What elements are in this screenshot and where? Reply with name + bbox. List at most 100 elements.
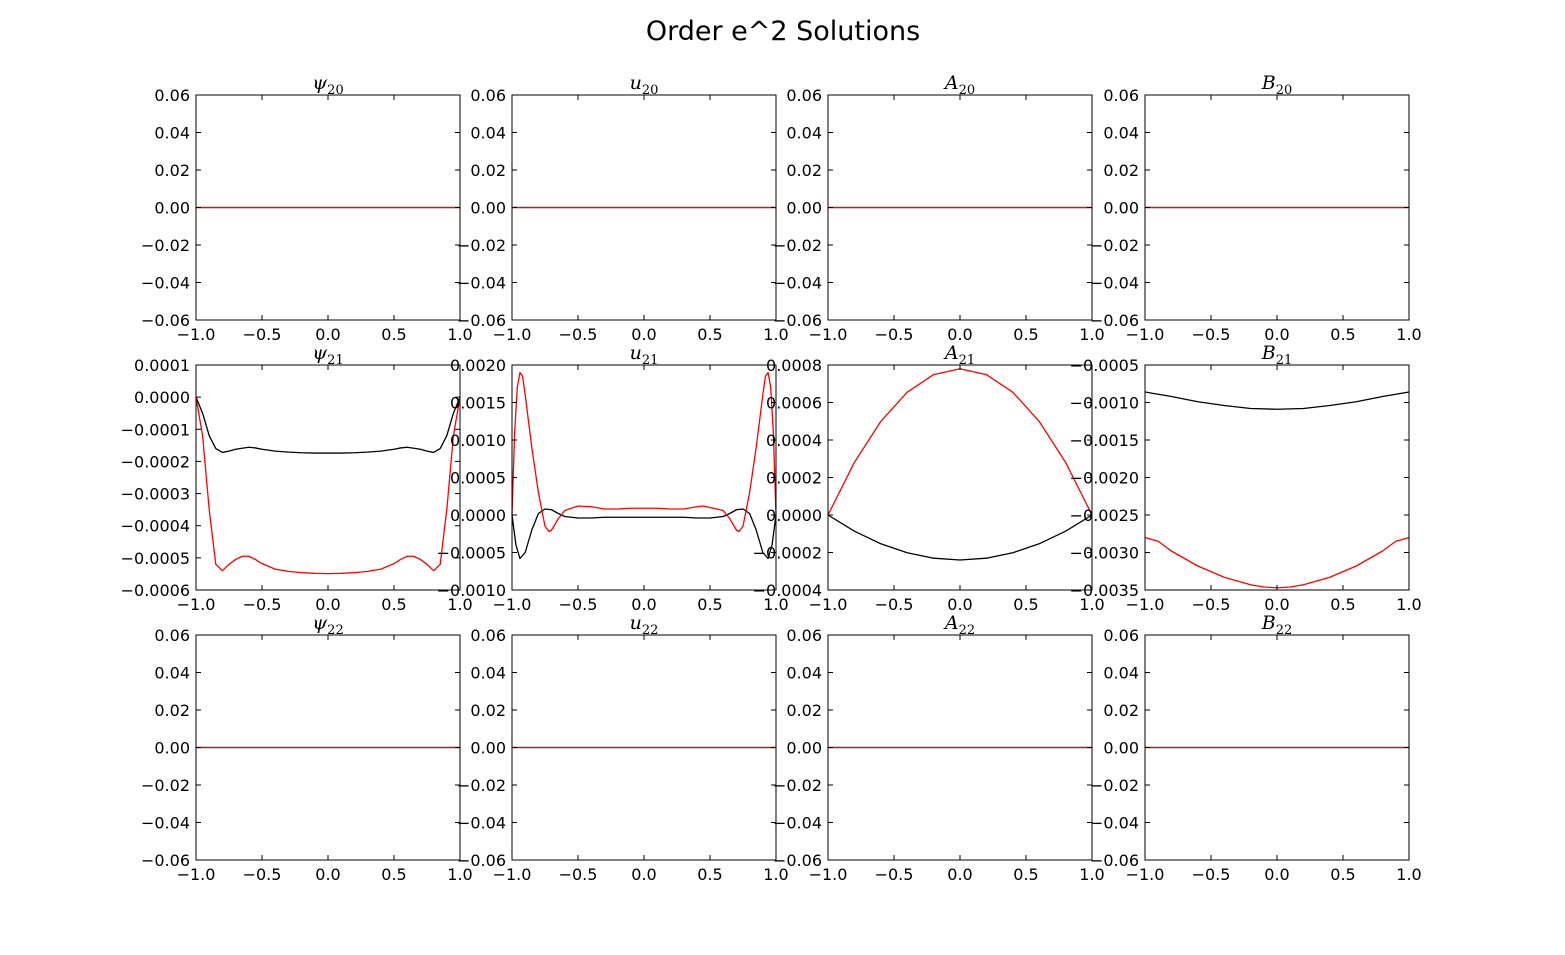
y-tick-label: −0.06 bbox=[773, 851, 822, 870]
panel-title-symbol: u bbox=[630, 342, 642, 364]
panel-title-u22: u22 bbox=[630, 612, 659, 638]
y-tick-label: −0.0020 bbox=[1070, 469, 1139, 488]
panel-title-symbol: A bbox=[943, 342, 959, 364]
y-tick-label: −0.02 bbox=[773, 236, 822, 255]
panel-title-symbol: u bbox=[630, 72, 642, 94]
y-tick-label: 0.00 bbox=[786, 199, 822, 218]
y-tick-label: −0.06 bbox=[1090, 851, 1139, 870]
x-tick-label: 1.0 bbox=[1396, 595, 1421, 614]
x-tick-label: 1.0 bbox=[1396, 865, 1421, 884]
y-tick-label: 0.04 bbox=[470, 664, 506, 683]
x-tick-label: 0.0 bbox=[1264, 325, 1289, 344]
x-tick-label: −0.5 bbox=[559, 325, 598, 344]
series-line-black-b21 bbox=[1144, 391, 1410, 410]
x-tick-label: −1.0 bbox=[493, 595, 532, 614]
panel-title-symbol: ψ bbox=[312, 612, 328, 634]
y-tick-label: 0.0006 bbox=[766, 394, 822, 413]
panel-psi20: −1.0 −0.5 0.0 0.5 1.0 −0.06 −0.04 −0.02 0.00 0.02… bbox=[141, 72, 473, 344]
y-tick-label: 0.06 bbox=[786, 626, 822, 645]
x-tick-label: −1.0 bbox=[493, 865, 532, 884]
y-tick-label: 0.04 bbox=[1103, 124, 1139, 143]
y-tick-label: −0.0002 bbox=[121, 452, 190, 471]
series-line-red-a21 bbox=[827, 368, 1093, 516]
y-tick-label: 0.02 bbox=[786, 701, 822, 720]
x-tick-label: 0.0 bbox=[315, 865, 340, 884]
y-tick-label: 0.02 bbox=[1103, 161, 1139, 180]
x-tick-label: 0.5 bbox=[1013, 325, 1038, 344]
x-tick-label: 0.0 bbox=[315, 595, 340, 614]
y-tick-label: 0.0000 bbox=[134, 388, 190, 407]
x-tick-label: −1.0 bbox=[1126, 865, 1165, 884]
x-tick-label: 0.5 bbox=[381, 595, 406, 614]
x-tick-label: −0.5 bbox=[875, 865, 914, 884]
panel-u20: −1.0 −0.5 0.0 0.5 1.0 −0.06 −0.04 −0.02 0.00 0.02… bbox=[457, 72, 789, 344]
y-tick-label: 0.0010 bbox=[450, 431, 506, 450]
x-tick-label: 0.0 bbox=[1264, 595, 1289, 614]
y-tick-label: 0.02 bbox=[154, 161, 190, 180]
figure-title: Order e^2 Solutions bbox=[646, 16, 920, 47]
y-tick-label: −0.02 bbox=[141, 236, 190, 255]
y-tick-label: −0.0004 bbox=[121, 517, 190, 536]
y-tick-label: −0.02 bbox=[1090, 776, 1139, 795]
x-tick-label: −0.5 bbox=[1192, 595, 1231, 614]
panel-title-symbol: ψ bbox=[312, 342, 328, 364]
y-tick-label: 0.00 bbox=[786, 739, 822, 758]
x-tick-label: 0.5 bbox=[1330, 595, 1355, 614]
x-tick-label: −0.5 bbox=[243, 865, 282, 884]
x-tick-label: −1.0 bbox=[177, 865, 216, 884]
x-tick-label: 0.0 bbox=[947, 595, 972, 614]
y-tick-label: −0.06 bbox=[457, 851, 506, 870]
panel-title-symbol: A bbox=[943, 612, 959, 634]
x-tick-label: 1.0 bbox=[1079, 595, 1104, 614]
panel-title-b22: B22 bbox=[1261, 612, 1293, 638]
y-tick-label: −0.04 bbox=[457, 814, 506, 833]
axes-frame-psi21 bbox=[195, 364, 461, 591]
x-tick-label: −0.5 bbox=[243, 595, 282, 614]
y-tick-label: −0.0025 bbox=[1070, 506, 1139, 525]
x-tick-label: 1.0 bbox=[763, 865, 788, 884]
x-tick-label: 0.5 bbox=[381, 325, 406, 344]
panel-title-subscript: 22 bbox=[642, 623, 659, 638]
y-tick-label: −0.0010 bbox=[1070, 394, 1139, 413]
x-tick-label: −0.5 bbox=[559, 595, 598, 614]
x-tick-label: 0.0 bbox=[631, 595, 656, 614]
y-tick-label: 0.00 bbox=[154, 739, 190, 758]
panel-title-subscript: 21 bbox=[642, 353, 659, 368]
y-tick-label: 0.00 bbox=[154, 199, 190, 218]
y-tick-label: 0.06 bbox=[1103, 626, 1139, 645]
y-tick-label: 0.0000 bbox=[766, 506, 822, 525]
panel-title-psi21: ψ21 bbox=[312, 342, 343, 368]
series-line-black-a21 bbox=[827, 514, 1093, 561]
x-tick-label: 1.0 bbox=[1079, 865, 1104, 884]
x-tick-label: 0.0 bbox=[1264, 865, 1289, 884]
y-tick-label: 0.06 bbox=[154, 86, 190, 105]
panel-title-a20: A20 bbox=[943, 72, 975, 98]
panel-title-b21: B21 bbox=[1261, 342, 1293, 368]
x-tick-label: 0.5 bbox=[1013, 595, 1038, 614]
y-tick-label: 0.0005 bbox=[450, 469, 506, 488]
panel-title-symbol: B bbox=[1261, 342, 1276, 364]
panel-title-symbol: B bbox=[1261, 612, 1276, 634]
y-tick-label: 0.02 bbox=[786, 161, 822, 180]
y-tick-label: −0.06 bbox=[141, 851, 190, 870]
y-tick-label: −0.0006 bbox=[121, 581, 190, 600]
panel-psi22: −1.0 −0.5 0.0 0.5 1.0 −0.06 −0.04 −0.02 0.00 0.02… bbox=[141, 612, 473, 884]
panel-title-symbol: ψ bbox=[312, 72, 328, 94]
y-tick-label: 0.02 bbox=[154, 701, 190, 720]
y-tick-label: −0.0015 bbox=[1070, 431, 1139, 450]
x-tick-label: 1.0 bbox=[763, 595, 788, 614]
y-tick-label: −0.06 bbox=[457, 311, 506, 330]
y-tick-label: 0.00 bbox=[470, 199, 506, 218]
panel-u22: −1.0 −0.5 0.0 0.5 1.0 −0.06 −0.04 −0.02 0.00 0.02… bbox=[457, 612, 789, 884]
y-tick-label: 0.02 bbox=[470, 161, 506, 180]
y-tick-label: −0.02 bbox=[141, 776, 190, 795]
y-tick-label: −0.0001 bbox=[121, 420, 190, 439]
y-tick-label: −0.02 bbox=[457, 776, 506, 795]
y-tick-label: 0.04 bbox=[154, 664, 190, 683]
y-tick-label: −0.04 bbox=[141, 274, 190, 293]
x-tick-label: −0.5 bbox=[1192, 865, 1231, 884]
x-tick-label: 0.5 bbox=[697, 325, 722, 344]
x-tick-label: −1.0 bbox=[493, 325, 532, 344]
x-tick-label: −0.5 bbox=[559, 865, 598, 884]
